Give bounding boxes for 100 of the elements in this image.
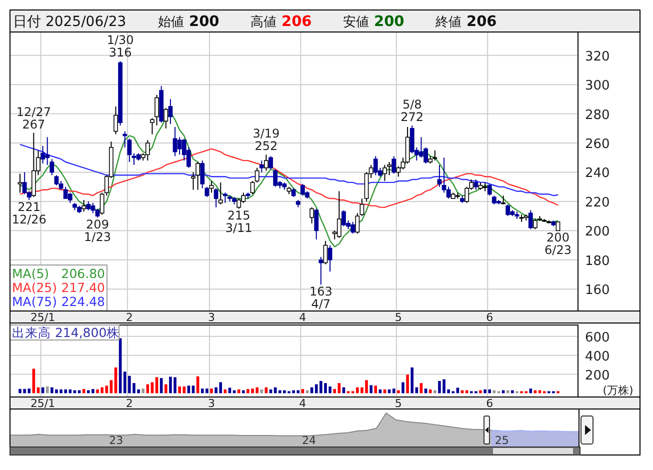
x-tick-label: 2 <box>126 311 133 324</box>
annotation: 221 12/26 <box>12 200 46 226</box>
candlestick <box>387 162 392 176</box>
candlestick <box>114 106 118 135</box>
annotation: 163 4/7 <box>309 284 332 312</box>
candlestick <box>18 173 22 194</box>
candlestick <box>396 166 401 178</box>
x-tick-label: 5 <box>394 311 402 324</box>
candlestick <box>382 164 387 182</box>
y-tick-label: 260 <box>585 137 610 152</box>
y-tick-label: 160 <box>585 283 610 298</box>
x-tick-label: 6 <box>486 311 494 324</box>
bar <box>434 390 436 394</box>
y-tick-label: 400 <box>585 349 610 364</box>
candlestick <box>82 199 86 212</box>
y-tick-label: 600 <box>585 330 610 346</box>
annotation: 5/8 272 <box>400 97 424 124</box>
y-tick-label: 240 <box>585 166 610 182</box>
annotation: 1/30 316 <box>106 33 134 60</box>
y-tick-label: 180 <box>585 254 610 269</box>
x-tick-label: 24 <box>302 434 316 447</box>
candlestick <box>533 218 538 230</box>
text: 始値 200 高値 206 安値 200 終値 206 <box>158 14 497 30</box>
bar <box>410 367 414 394</box>
annotation: 224.48 <box>61 294 106 309</box>
bar <box>46 386 49 394</box>
annotation: 215 3/11 <box>225 208 252 236</box>
candlestick <box>259 160 264 173</box>
candlestick <box>196 162 200 190</box>
y-tick-label: 220 <box>585 195 610 210</box>
candlestick <box>323 240 328 265</box>
bar <box>374 386 378 394</box>
x-tick-label: 5 <box>394 397 402 410</box>
x-tick-label: 4 <box>299 311 306 324</box>
candlestick <box>506 204 510 217</box>
candlestick <box>218 182 223 205</box>
bar <box>406 374 409 394</box>
chart-title: 日付 2025/06/23 <box>13 14 126 30</box>
annotation: 206.80 <box>61 266 106 281</box>
bar <box>511 390 514 394</box>
bar <box>479 390 482 394</box>
bar <box>260 389 264 394</box>
annotation: 217.40 <box>61 280 106 295</box>
bar <box>402 382 404 394</box>
x-tick-label: 4 <box>299 397 306 410</box>
chart-title: 出来高 214,800株 <box>12 325 120 340</box>
text: MA(75) <box>12 294 57 309</box>
y-tick-label: 200 <box>585 368 610 384</box>
candlestick <box>474 179 478 190</box>
candlestick <box>264 154 268 172</box>
annotation: 200 6/23 <box>544 230 572 258</box>
bar <box>392 388 396 394</box>
candlestick <box>154 94 159 126</box>
bar <box>164 384 168 394</box>
candlestick <box>250 180 255 195</box>
bar <box>242 390 245 394</box>
candlestick <box>318 256 324 286</box>
x-tick-label: 25/1 <box>30 397 56 410</box>
x-tick-label: 25 <box>494 434 509 447</box>
bar <box>142 388 144 394</box>
bar <box>370 385 372 394</box>
x-tick-label: 3 <box>208 311 215 324</box>
y-tick-label: 320 <box>585 49 610 64</box>
candlestick <box>150 118 154 135</box>
candlestick <box>328 244 332 272</box>
annotation: 209 1/23 <box>84 218 111 244</box>
annotation: 3/19 252 <box>252 126 280 154</box>
annotation: 12/27 267 <box>16 104 51 132</box>
x-tick-label: 25/1 <box>30 311 56 324</box>
x-tick-label: 6 <box>486 397 494 410</box>
text: MA(5) <box>12 266 50 281</box>
candlestick <box>236 198 242 210</box>
candlestick <box>168 98 173 125</box>
x-tick-label: 3 <box>208 397 215 410</box>
candlestick <box>336 190 342 238</box>
y-tick-label: 200 <box>585 224 610 240</box>
candlestick <box>268 156 273 170</box>
candlestick <box>214 188 218 208</box>
candlestick <box>310 206 314 224</box>
candlestick <box>528 210 533 230</box>
x-tick-label: 2 <box>126 397 133 410</box>
y-tick-label: 280 <box>585 108 610 123</box>
bar <box>210 388 213 394</box>
text: MA(25) <box>12 280 57 295</box>
candlestick <box>437 164 442 188</box>
y-tick-label: 300 <box>585 78 610 94</box>
candlestick <box>222 192 228 204</box>
candlestick <box>446 186 451 200</box>
candlestick <box>54 174 59 186</box>
bar <box>529 388 532 394</box>
bar <box>333 388 336 394</box>
bar <box>397 390 400 394</box>
candlestick <box>254 167 260 183</box>
y-axis-title: (万株) <box>602 384 634 397</box>
candlestick <box>68 192 72 204</box>
candlestick <box>392 156 396 174</box>
candlestick <box>464 186 470 204</box>
candlestick <box>164 107 168 129</box>
candlestick <box>487 183 492 196</box>
candlestick <box>314 208 319 240</box>
